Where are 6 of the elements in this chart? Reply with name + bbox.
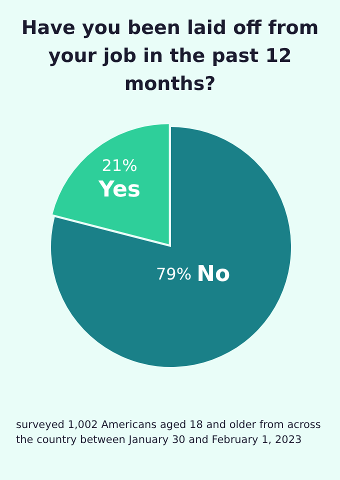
slice-label: No: [196, 262, 230, 288]
slice-label: Yes: [98, 177, 140, 202]
data-label: 21%: [102, 156, 138, 175]
chart-title: Have you been laid off from your job in the past 12 months?: [20, 16, 320, 97]
data-label: 79%: [156, 264, 192, 284]
text: surveyed 1,002 Americans aged 18 and older from across the country between January 30 and February 1, 2023: [16, 418, 322, 448]
